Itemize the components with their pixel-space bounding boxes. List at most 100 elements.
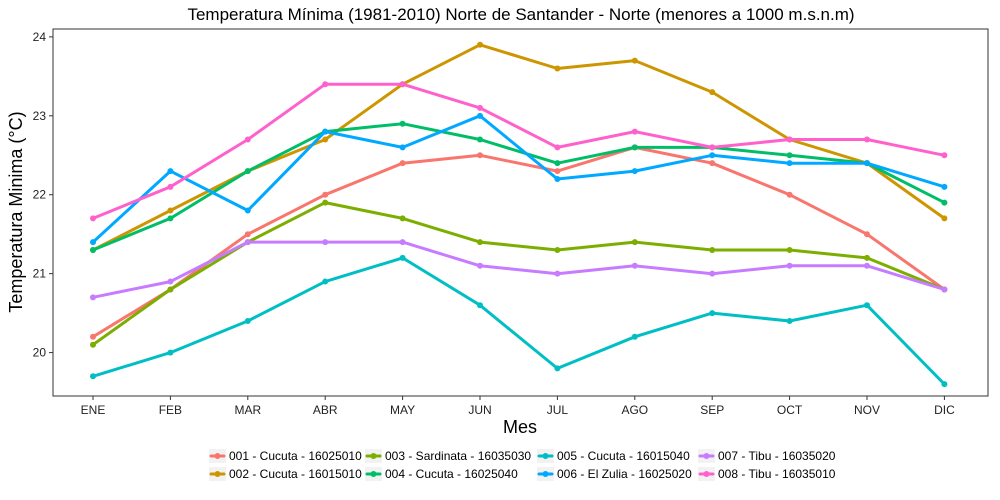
legend-label: 005 - Cucuta - 16015040 (557, 449, 690, 463)
data-point (864, 254, 870, 261)
legend-label: 004 - Cucuta - 16025040 (385, 467, 518, 481)
data-point (322, 191, 329, 198)
data-point (322, 128, 329, 135)
x-tick-label: FEB (159, 403, 182, 417)
plot-panel (52, 28, 989, 397)
data-point (941, 286, 948, 293)
data-point (709, 310, 716, 317)
data-point (786, 262, 793, 269)
data-point (244, 318, 251, 325)
legend-label: 003 - Sardinata - 16035030 (385, 449, 531, 463)
data-point (864, 136, 870, 143)
x-tick-label: ENE (81, 403, 106, 417)
y-axis-title: Temperatura Minima (°C) (6, 111, 26, 312)
series-line (91, 114, 946, 244)
data-point (244, 136, 251, 143)
legend-item: 007 - Tibu - 16035020 (698, 449, 836, 463)
data-point (244, 207, 251, 214)
data-point (167, 168, 174, 175)
legend-marker (703, 471, 710, 477)
data-point (90, 373, 96, 380)
series-line (91, 240, 946, 299)
legend-marker (370, 453, 377, 459)
x-tick-label: JUN (468, 403, 491, 417)
data-point (631, 333, 638, 340)
data-point (554, 168, 561, 175)
x-tick-label: AGO (621, 403, 648, 417)
data-point (244, 168, 251, 175)
data-point (786, 246, 793, 253)
series-line (91, 145, 946, 339)
x-tick-label: MAY (390, 403, 415, 417)
data-point (322, 136, 329, 143)
data-point (244, 231, 251, 238)
legend-label: 008 - Tibu - 16035010 (718, 467, 836, 481)
series-group (90, 41, 948, 388)
legend-marker (542, 471, 549, 477)
data-point (631, 168, 638, 175)
series-line (91, 122, 946, 252)
series-line (91, 82, 946, 220)
data-point (399, 160, 406, 167)
data-point (167, 286, 174, 293)
x-tick-label: NOV (854, 403, 880, 417)
data-point (786, 136, 793, 143)
data-point (941, 183, 948, 190)
legend-label: 006 - El Zulia - 16025020 (557, 467, 692, 481)
data-point (631, 239, 638, 246)
legend-item: 008 - Tibu - 16035010 (698, 467, 836, 481)
data-point (941, 215, 948, 222)
data-point (167, 278, 174, 285)
data-point (709, 152, 716, 159)
y-tick-label: 24 (33, 30, 47, 44)
y-tick-label: 21 (33, 267, 47, 281)
data-point (244, 239, 251, 246)
data-point (864, 302, 870, 309)
data-point (90, 239, 96, 246)
legend-label: 002 - Cucuta - 16015010 (229, 467, 362, 481)
x-axis: ENE FEB MAR ABR MAY JUN JUL AGO SEP OCT NOV DIC (81, 396, 955, 417)
legend-item: 005 - Cucuta - 16015040 (537, 449, 690, 463)
y-tick-label: 20 (33, 346, 47, 360)
data-point (554, 365, 561, 372)
data-point (167, 207, 174, 214)
series-line (91, 256, 946, 386)
data-point (322, 278, 329, 285)
data-point (167, 349, 174, 356)
data-point (90, 246, 96, 253)
data-point (399, 144, 406, 151)
series-8 (90, 81, 948, 222)
legend-item: 004 - Cucuta - 16025040 (365, 467, 518, 481)
data-point (322, 199, 329, 206)
data-point (864, 160, 870, 167)
data-point (167, 215, 174, 222)
data-point (322, 81, 329, 88)
data-point (477, 112, 483, 119)
data-point (709, 270, 716, 277)
data-point (477, 262, 483, 269)
data-point (90, 333, 96, 340)
data-point (631, 128, 638, 135)
x-tick-label: DIC (934, 403, 955, 417)
data-point (477, 104, 483, 111)
legend-item: 001 - Cucuta - 16025010 (209, 449, 362, 463)
data-point (941, 199, 948, 206)
data-point (941, 381, 948, 388)
x-tick-label: MAR (234, 403, 261, 417)
data-point (709, 246, 716, 253)
y-tick-label: 23 (33, 109, 47, 123)
y-axis: 20 21 22 23 24 (33, 30, 53, 360)
data-point (90, 294, 96, 301)
legend-marker (370, 471, 377, 477)
data-point (554, 144, 561, 151)
series-7 (90, 239, 948, 301)
data-point (631, 144, 638, 151)
data-point (786, 160, 793, 167)
data-point (399, 81, 406, 88)
data-point (864, 231, 870, 238)
legend-marker (542, 453, 549, 459)
legend-item: 006 - El Zulia - 16025020 (537, 467, 692, 481)
data-point (477, 152, 483, 159)
data-point (90, 215, 96, 222)
data-point (477, 239, 483, 246)
